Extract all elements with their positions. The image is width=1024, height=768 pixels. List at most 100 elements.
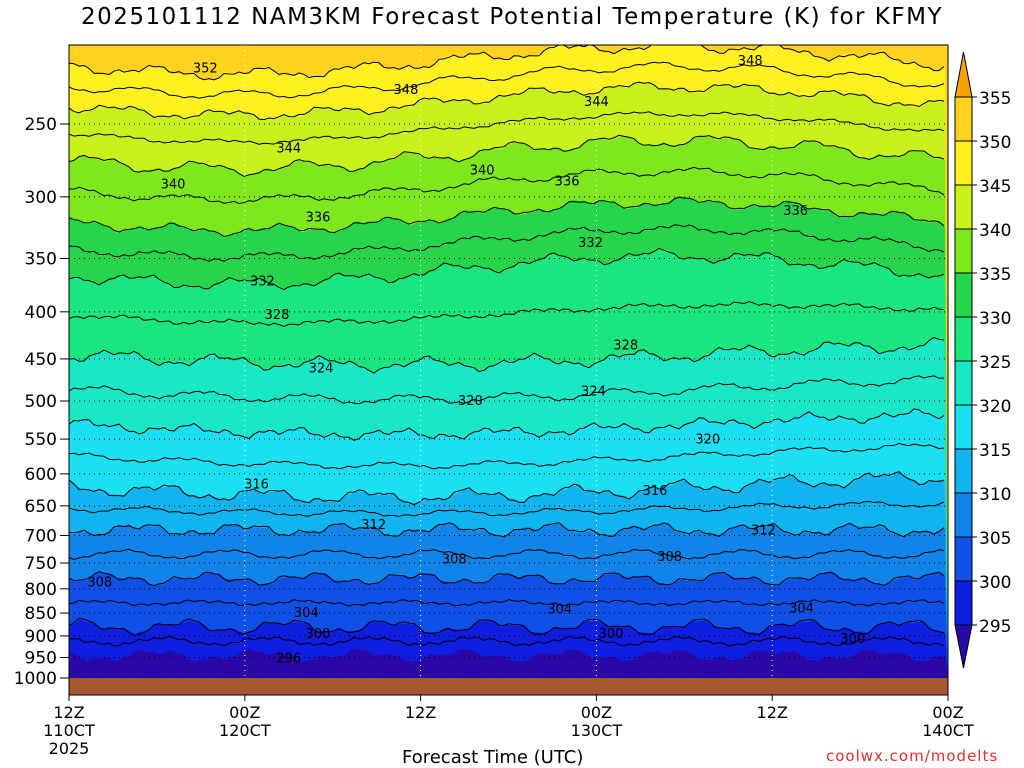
contour-label: 328 [613,338,638,353]
y-tick-label: 850 [25,604,57,624]
contour-line [69,196,945,238]
y-tick-label: 950 [25,649,57,669]
contour-label: 304 [547,602,572,617]
colorbar-label: 340 [979,221,1011,241]
contour-line [69,81,945,121]
contour-label: 300 [599,627,624,642]
contour-line [69,247,945,291]
contour-label: 344 [584,95,609,110]
x-tick-label-line: 120CT [219,721,271,740]
colorbar-label: 305 [979,529,1011,549]
contour-lines [69,45,945,647]
ground-strip [69,678,948,695]
x-tick-label: 00Z 120CT [205,704,285,740]
contour-label: 308 [657,550,682,565]
contour-label: 304 [789,601,814,616]
y-tick-label: 350 [25,249,57,269]
colorbar-label: 310 [979,485,1011,505]
contour-label: 320 [695,432,720,447]
x-tick-label-line: 00Z [932,703,964,722]
colorbar-label: 345 [979,177,1011,197]
x-tick-label-line: 12Z [53,703,85,722]
x-tick-label: 00Z 140CT [908,704,988,740]
x-tick-label-line: 2025 [48,739,90,758]
contour-label: 336 [555,175,580,190]
contour-label: 332 [250,275,275,290]
colorbar-box [954,96,973,142]
pressure-axis: 250 300 350 400 450 500 550 600 650 700 750 800 850 9… [14,115,69,689]
potential-temperature-fill [69,45,948,678]
y-tick-label: 700 [25,526,57,546]
time-axis-ticks [68,695,949,701]
y-tick-label: 600 [25,465,57,485]
fill-band [69,648,948,678]
contour-label: 312 [361,518,386,533]
contour-line [69,61,945,99]
y-tick-label: 550 [25,430,57,450]
colorbar-box [954,360,973,406]
credit-text: coolwx.com/modelts [826,747,999,765]
contour-label: 308 [442,553,467,568]
contour-line [69,301,945,328]
contour-line [69,134,945,177]
contour-line [69,471,945,506]
contour-line [69,500,945,517]
x-axis-label: Forecast Time (UTC) [402,747,584,768]
contour-line [69,45,945,81]
contour-line [69,224,945,262]
contour-label: 340 [161,177,186,192]
contour-line [69,408,945,441]
contour-label: 296 [276,652,301,667]
contour-line [69,522,945,538]
contour-label: 352 [193,61,218,76]
y-tick-label: 400 [25,303,57,323]
x-tick-label: 12Z 110CT 2025 [29,704,109,758]
contour-label: 308 [87,575,112,590]
colorbar-label: 355 [979,89,1011,109]
colorbar-bottom-arrow [954,624,973,669]
contour-label: 348 [394,83,419,98]
contour-label: 316 [643,484,668,499]
contour-label: 312 [751,524,776,539]
x-tick-label-line: 130CT [570,721,623,740]
x-tick-label-line: 12Z [404,703,437,722]
x-tick-label: 00Z 130CT [556,704,636,740]
contour-label: 320 [458,394,483,409]
colorbar-label: 315 [979,441,1011,461]
chart-title: 2025101112 NAM3KM Forecast Potential Tem… [81,4,943,30]
contour-label: 340 [470,163,495,178]
contour-line [69,166,945,205]
contour-label: 300 [306,627,331,642]
contour-label: 332 [578,236,603,251]
contour-label: 336 [783,204,808,219]
y-tick-label: 900 [25,627,57,647]
colorbar-label: 300 [979,573,1011,593]
colorbar-box [954,140,973,186]
colorbar-box [954,492,973,538]
y-tick-label: 1000 [14,669,57,689]
colorbar-label: 335 [979,265,1011,285]
contour-label: 336 [306,210,331,225]
y-tick-label: 800 [25,580,57,600]
y-tick-label: 250 [25,115,57,135]
contour-line [69,375,945,405]
y-tick-label: 650 [25,497,57,517]
colorbar-top-arrow [954,51,973,98]
contour-label: 324 [309,362,334,377]
contour-label: 324 [581,384,606,399]
x-tick-label: 12Z [381,704,461,722]
colorbar-label: 295 [979,617,1011,637]
y-tick-label: 300 [25,188,57,208]
contour-labels: 352 348 348 344 344 340 340 336 336 336 332 332 328 3… [87,54,865,667]
colorbar-label: 320 [979,397,1011,417]
colorbar-label: 330 [979,309,1011,329]
colorbar-box [954,580,973,626]
y-tick-label: 750 [25,554,57,574]
colorbar-label: 350 [979,133,1011,153]
colorbar-box [954,184,973,230]
colorbar-label: 325 [979,353,1011,373]
contour-label: 316 [244,478,269,493]
colorbar-box [954,448,973,494]
contour-label: 344 [276,141,301,156]
